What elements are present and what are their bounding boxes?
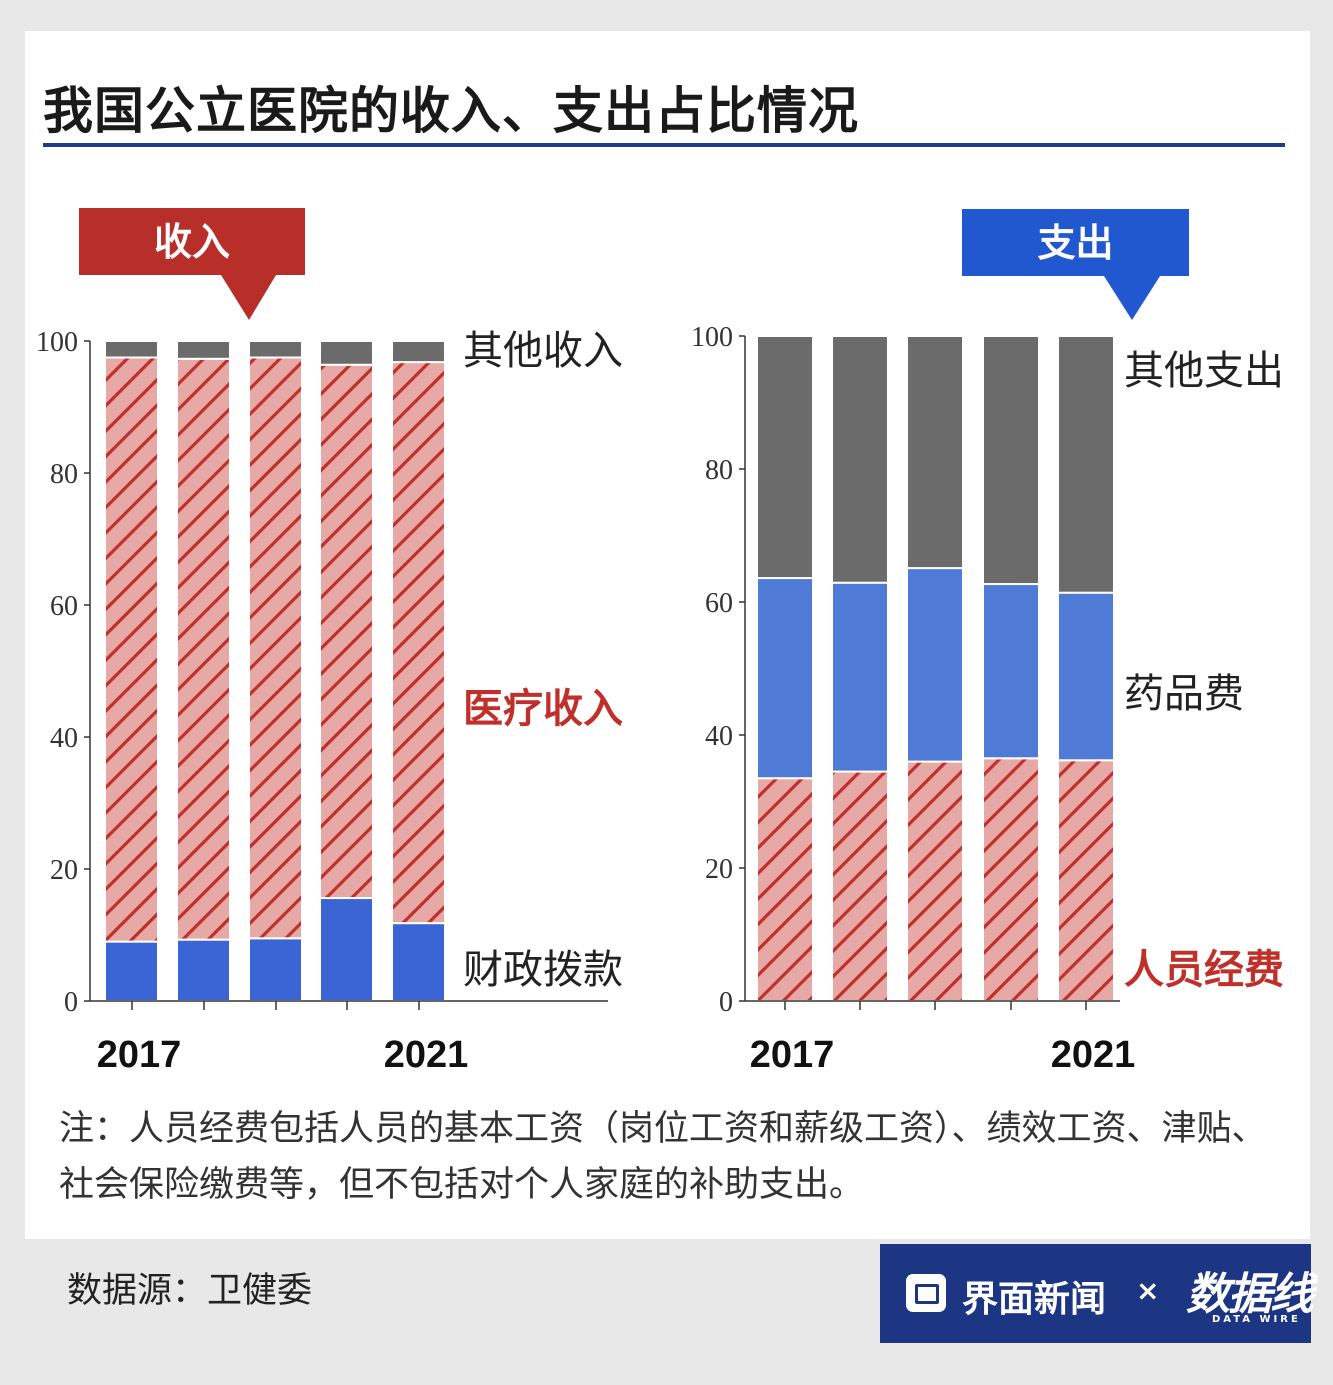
income-tag-label: 收入 bbox=[154, 220, 230, 264]
income-bar-2018-seg2 bbox=[176, 340, 231, 360]
brand-footer: 界面新闻 × 数据线 DATA WIRE bbox=[880, 1244, 1314, 1343]
data-source: 数据源：卫健委 bbox=[67, 1271, 313, 1311]
expense-tag-pointer bbox=[1104, 276, 1160, 320]
income-bar-2020-seg1 bbox=[319, 363, 374, 900]
expense-bar-2018-seg2 bbox=[831, 335, 889, 584]
expense-bar-2019-seg0 bbox=[906, 760, 964, 1002]
page-title: 我国公立医院的收入、支出占比情况 bbox=[43, 82, 859, 140]
expense-y-tick-label: 20 bbox=[705, 854, 733, 885]
expense-bar-2017-seg0 bbox=[756, 777, 814, 1002]
expense-bar-2017-seg1 bbox=[756, 577, 814, 780]
expense-bar-2019-seg2 bbox=[906, 335, 964, 570]
income-series-label: 其他收入 bbox=[463, 328, 623, 374]
income-y-tick-label: 0 bbox=[64, 987, 78, 1018]
income-series-label: 财政拨款 bbox=[463, 947, 623, 993]
expense-bar-2021-seg2 bbox=[1057, 335, 1115, 594]
expense-x-tick-label: 2017 bbox=[750, 1034, 835, 1076]
expense-bar-2020-seg0 bbox=[982, 757, 1040, 1003]
income-tag-pointer bbox=[221, 275, 276, 320]
expense-bar-2020-seg2 bbox=[982, 335, 1040, 586]
income-bar-2021-seg0 bbox=[391, 922, 446, 1002]
expense-tag-box bbox=[962, 209, 1189, 276]
expense-series-label: 药品费 bbox=[1124, 671, 1244, 717]
brand-separator: × bbox=[1136, 1274, 1160, 1307]
income-bar-2019-seg2 bbox=[248, 340, 303, 359]
expense-chart: 支出 0 20 40 60 80 100 2017 2021 人员经费 药品费 其他支出 bbox=[691, 209, 1284, 1076]
income-series-label: 医疗收入 bbox=[463, 686, 623, 732]
income-bar-2020-seg0 bbox=[319, 897, 374, 1002]
footnote: 注：人员经费包括人员的基本工资（岗位工资和薪级工资）、绩效工资、津贴、社会保险缴… bbox=[59, 1109, 1267, 1205]
expense-bar-2018-seg0 bbox=[831, 770, 889, 1003]
expense-y-tick-label: 40 bbox=[705, 721, 733, 752]
income-bar-2020-seg2 bbox=[319, 340, 374, 366]
partner-logo-sub: DATA WIRE bbox=[1212, 1314, 1301, 1325]
income-bar-2021-seg1 bbox=[391, 361, 446, 925]
expense-bar-2021-seg0 bbox=[1057, 759, 1115, 1003]
income-bar-2017-seg1 bbox=[104, 356, 159, 943]
expense-bar-2020-seg1 bbox=[982, 583, 1040, 760]
expense-bar-2017-seg2 bbox=[756, 335, 814, 580]
income-bar-2019-seg1 bbox=[248, 356, 303, 940]
income-y-tick-label: 60 bbox=[50, 591, 78, 622]
income-chart: 收入 0 20 40 60 80 100 2017 2021 财政拨款 医疗收入 其他收入 bbox=[36, 208, 623, 1076]
income-x-tick-label: 2017 bbox=[97, 1034, 182, 1076]
income-y-tick-label: 80 bbox=[50, 459, 78, 490]
expense-bar-2018-seg1 bbox=[831, 581, 889, 773]
expense-bar-2019-seg1 bbox=[906, 567, 964, 763]
expense-y-tick-label: 60 bbox=[705, 588, 733, 619]
expense-tag-label: 支出 bbox=[1037, 221, 1113, 265]
income-tag-box bbox=[79, 208, 305, 275]
income-bar-2017-seg2 bbox=[104, 340, 159, 359]
income-bar-2018-seg0 bbox=[176, 938, 231, 1002]
brand-name: 界面新闻 bbox=[962, 1279, 1107, 1320]
expense-y-tick-label: 100 bbox=[691, 322, 733, 353]
income-bar-2019-seg0 bbox=[248, 937, 303, 1002]
income-bar-2018-seg1 bbox=[176, 357, 231, 941]
income-y-tick-label: 100 bbox=[36, 327, 78, 358]
expense-y-tick-label: 0 bbox=[719, 987, 733, 1018]
partner-logo: 数据线 bbox=[1186, 1269, 1314, 1320]
income-bar-2017-seg0 bbox=[104, 940, 159, 1002]
expense-y-tick-label: 80 bbox=[705, 455, 733, 486]
income-y-tick-label: 20 bbox=[50, 855, 78, 886]
expense-x-tick-label: 2021 bbox=[1051, 1034, 1136, 1076]
title-underline bbox=[43, 143, 1285, 147]
expense-series-label: 其他支出 bbox=[1124, 348, 1284, 394]
income-bar-2021-seg2 bbox=[391, 340, 446, 364]
expense-series-label: 人员经费 bbox=[1124, 947, 1284, 993]
expense-bar-2021-seg1 bbox=[1057, 591, 1115, 762]
income-y-tick-label: 40 bbox=[50, 723, 78, 754]
jiemian-logo-icon bbox=[906, 1274, 946, 1312]
income-x-tick-label: 2021 bbox=[384, 1034, 469, 1076]
